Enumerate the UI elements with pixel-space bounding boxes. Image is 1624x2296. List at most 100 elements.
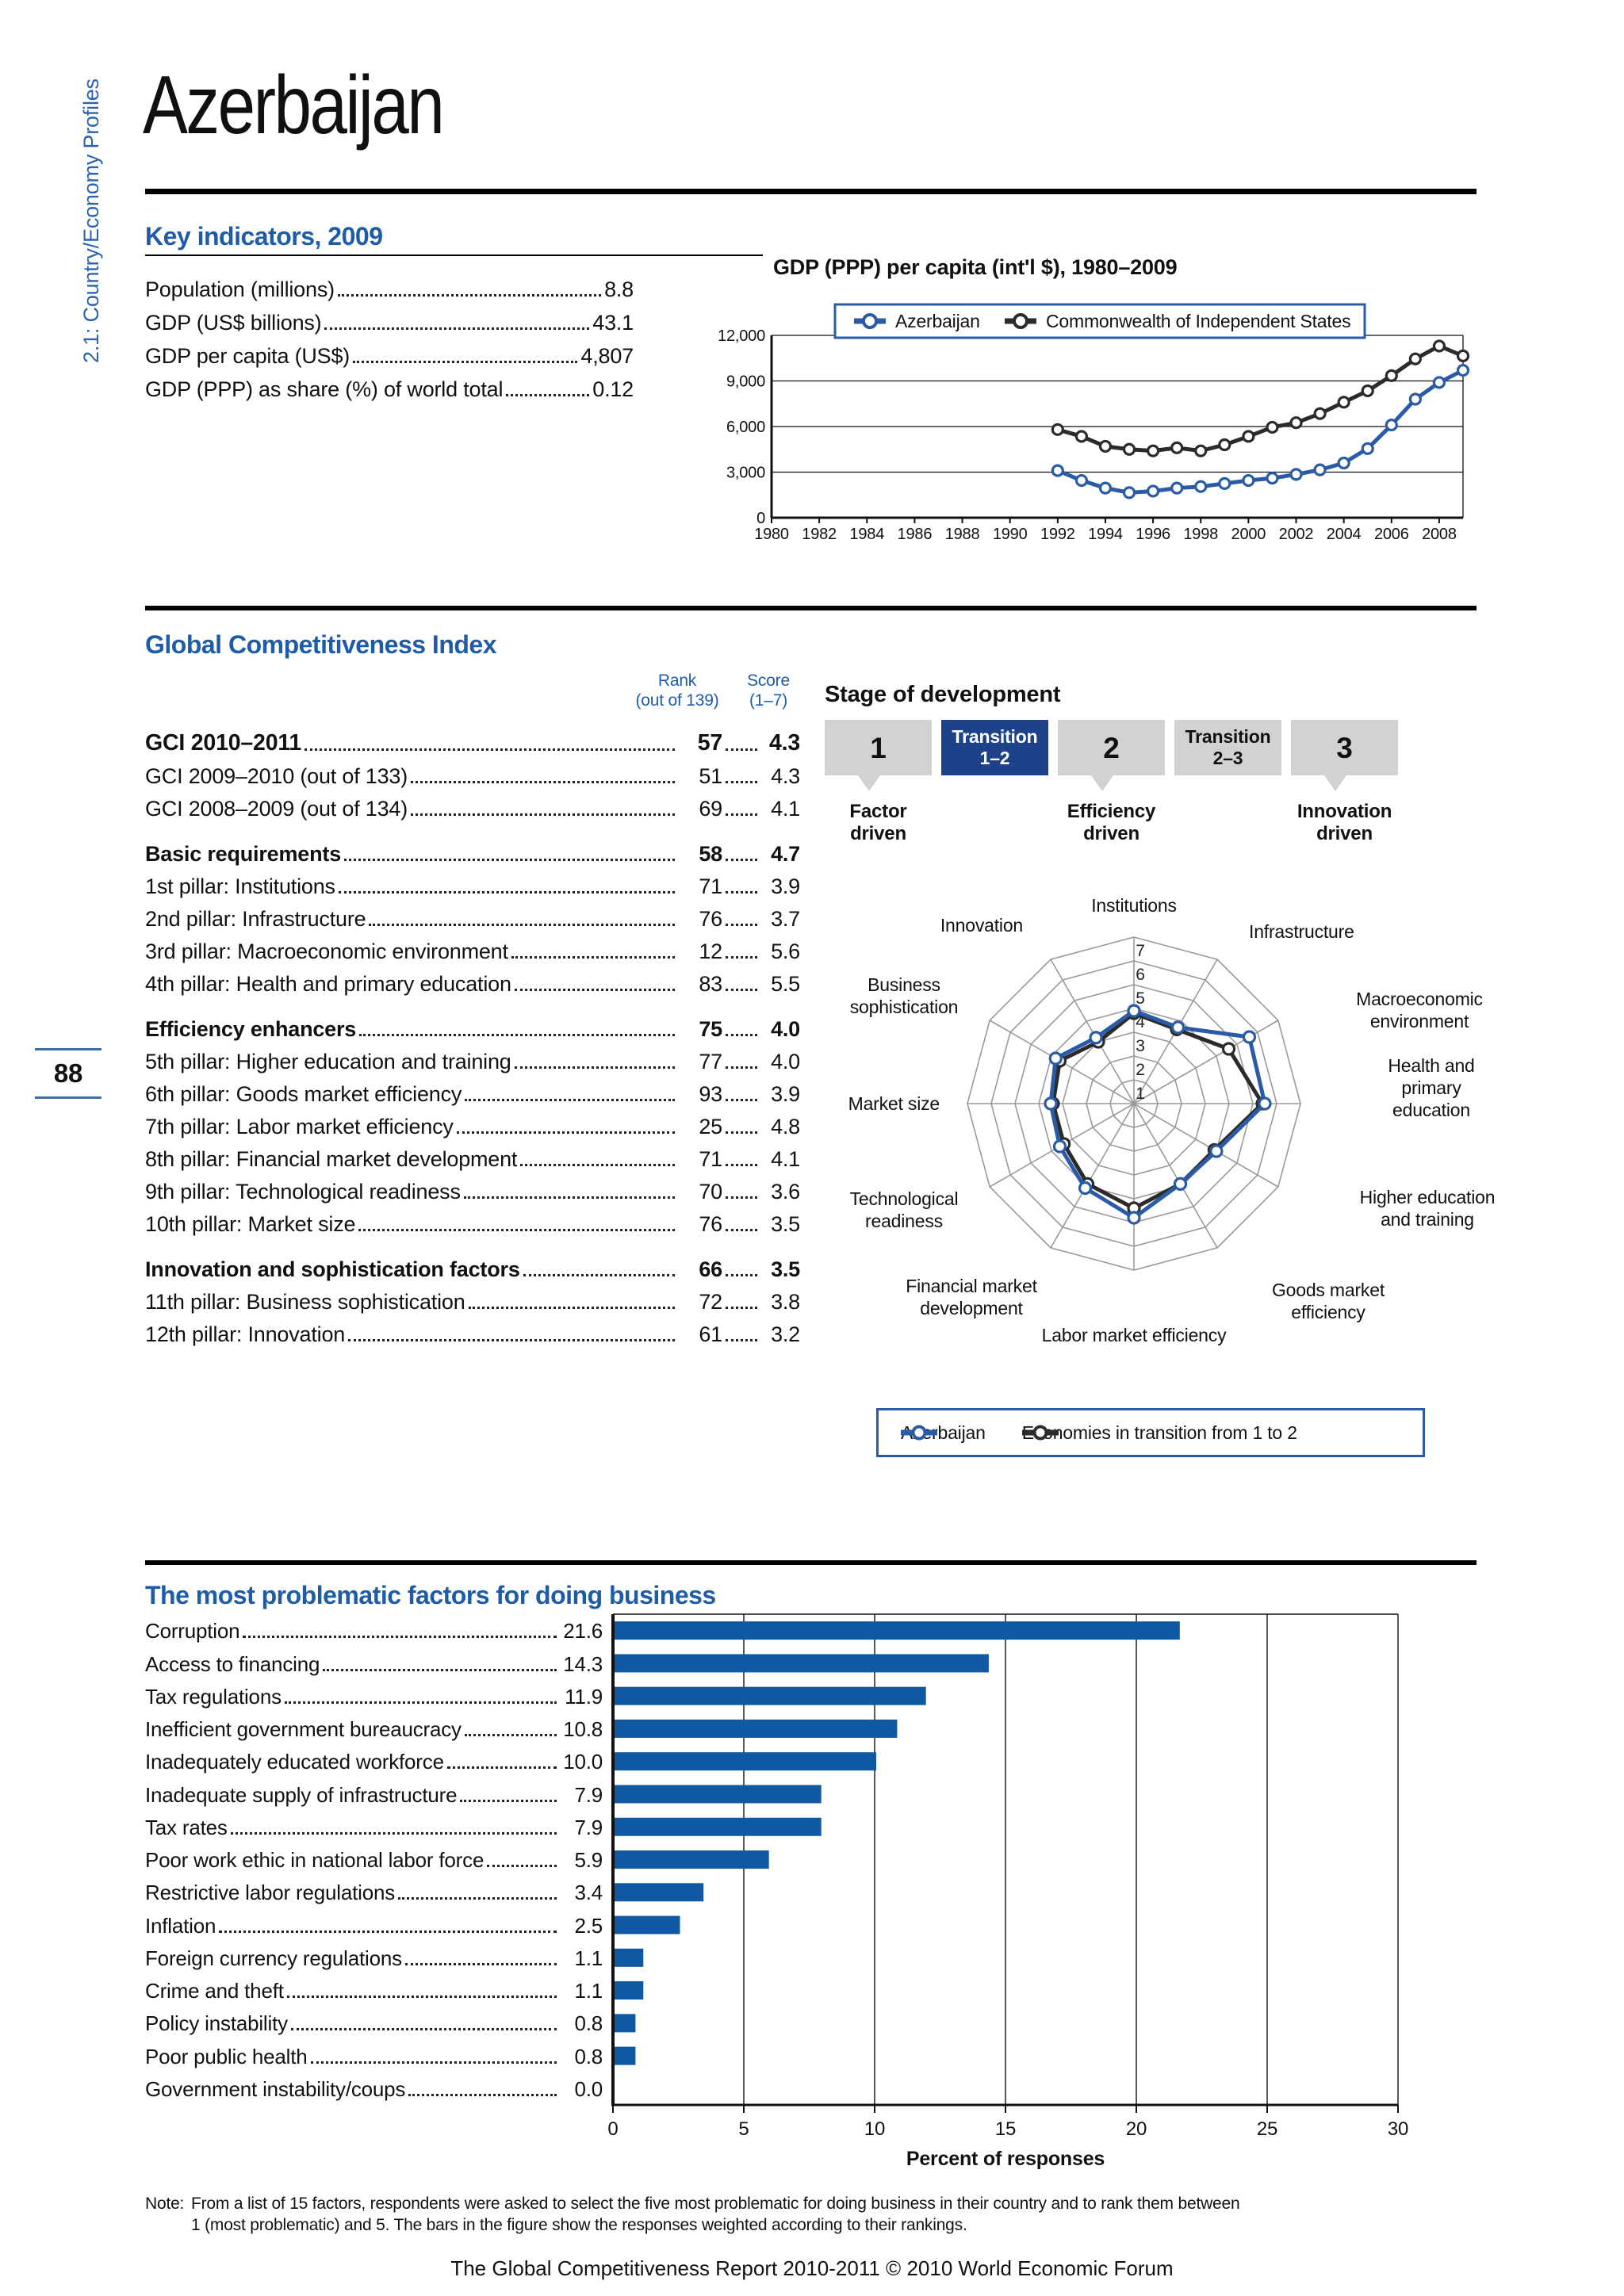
data-point bbox=[1074, 473, 1088, 488]
gci-row-label: 5th pillar: Higher education and trainin… bbox=[145, 1050, 511, 1073]
factor-row: Corruption 21.6 bbox=[145, 1614, 603, 1647]
data-point bbox=[1242, 473, 1255, 488]
divider bbox=[145, 1560, 1477, 1565]
factor-label: Access to financing bbox=[145, 1651, 320, 1676]
x-tick-label: 2000 bbox=[1231, 526, 1266, 543]
gci-row: 10th pillar: Market size 76 3.5 bbox=[145, 1204, 800, 1237]
stage-caption-line: Factor bbox=[849, 801, 907, 822]
stage-box-active: Transition 1–2 bbox=[941, 720, 1048, 775]
key-indicators-section: Key indicators, 2009 Population (million… bbox=[145, 222, 634, 402]
divider bbox=[145, 606, 1477, 610]
gci-row-label: Innovation and sophistication factors bbox=[145, 1257, 520, 1281]
radar-axis-label: Financial market development bbox=[906, 1276, 1037, 1318]
gci-row-label: GCI 2009–2010 (out of 133) bbox=[145, 764, 408, 788]
gci-row-score: 3.5 bbox=[771, 1212, 800, 1236]
key-indicator-row: GDP per capita (US$) 4,807 bbox=[145, 335, 634, 369]
stage-of-development-section: Stage of development 1 Transition 1–2 2 Tran… bbox=[825, 682, 1411, 844]
radar-axis-label: Technological readiness bbox=[850, 1188, 959, 1231]
data-point bbox=[1194, 480, 1208, 493]
dotted-leader bbox=[726, 859, 757, 861]
data-point bbox=[1170, 441, 1184, 454]
x-tick-label: 30 bbox=[1388, 2118, 1408, 2140]
x-tick-label: 1986 bbox=[898, 526, 933, 543]
gdp-chart-title: GDP (PPP) per capita (int'l $), 1980–200… bbox=[773, 255, 1178, 279]
radar-spoke bbox=[1050, 959, 1135, 1104]
dotted-leader bbox=[286, 1996, 557, 1999]
factor-row: Foreign currency regulations 1.1 bbox=[145, 1942, 603, 1974]
gci-row: GCI 2009–2010 (out of 133) 51 4.3 bbox=[145, 756, 800, 789]
factor-value: 11.9 bbox=[565, 1684, 603, 1709]
ring-label: 3 bbox=[1136, 1037, 1144, 1055]
dotted-leader bbox=[304, 748, 675, 751]
data-point bbox=[1147, 444, 1160, 457]
gci-row-label: 3rd pillar: Macroeconomic environment bbox=[145, 939, 508, 963]
dotted-leader bbox=[726, 989, 757, 991]
factor-value: 1.1 bbox=[574, 1946, 603, 1970]
gci-section: Global Competitiveness Index Rank (out o… bbox=[145, 630, 800, 1347]
stage-box-label: Transition bbox=[952, 726, 1038, 747]
stage-caption-line: Innovation bbox=[1297, 801, 1392, 822]
x-tick-label: 2006 bbox=[1374, 526, 1409, 543]
gci-row-score: 4.1 bbox=[771, 1147, 800, 1171]
factor-label: Government instability/coups bbox=[145, 2076, 406, 2101]
gci-row-score: 4.0 bbox=[771, 1050, 800, 1073]
radar-axis-label: Business sophistication bbox=[850, 974, 959, 1017]
factor-value: 14.3 bbox=[563, 1651, 603, 1676]
dotted-leader bbox=[726, 1164, 757, 1166]
factor-label: Inadequately educated workforce bbox=[145, 1750, 444, 1774]
data-point bbox=[1048, 1051, 1063, 1066]
problem-factors-heading: The most problematic factors for doing b… bbox=[145, 1581, 716, 1609]
dotted-leader bbox=[338, 891, 675, 894]
gci-row: 4th pillar: Health and primary education… bbox=[145, 964, 800, 997]
factor-row: Crime and theft 1.1 bbox=[145, 1974, 603, 2007]
data-point bbox=[1044, 1096, 1058, 1111]
gci-row-score: 3.2 bbox=[771, 1322, 800, 1346]
dotted-leader bbox=[456, 1131, 675, 1134]
radar-axis-label: Labor market efficiency bbox=[1042, 1325, 1227, 1345]
divider bbox=[145, 254, 763, 256]
factor-value: 7.9 bbox=[574, 1815, 603, 1839]
dotted-leader bbox=[726, 891, 757, 894]
data-point bbox=[1456, 349, 1470, 362]
x-tick-label: 10 bbox=[864, 2118, 885, 2140]
gci-row: 8th pillar: Financial market development… bbox=[145, 1139, 800, 1172]
key-indicators-heading: Key indicators, 2009 bbox=[145, 222, 383, 251]
dotted-leader bbox=[726, 956, 757, 959]
dotted-leader bbox=[369, 924, 675, 926]
stage-box-label: 1–2 bbox=[979, 748, 1010, 768]
factor-row: Tax regulations 11.9 bbox=[145, 1680, 603, 1712]
gdp-line-chart: GDP (PPP) per capita (int'l $), 1980–200… bbox=[718, 255, 1470, 543]
bar bbox=[615, 2014, 636, 2033]
y-tick-label: 12,000 bbox=[718, 327, 765, 345]
dotted-leader bbox=[511, 956, 675, 959]
gci-row-label: 7th pillar: Labor market efficiency bbox=[145, 1115, 454, 1138]
key-indicator-label: GDP (PPP) as share (%) of world total bbox=[145, 377, 504, 401]
legend-label: Commonwealth of Independent States bbox=[1046, 311, 1350, 331]
gci-row: 1st pillar: Institutions 71 3.9 bbox=[145, 867, 800, 899]
factor-label: Inflation bbox=[145, 1913, 216, 1938]
data-point bbox=[1170, 1020, 1185, 1035]
x-tick-label: 2008 bbox=[1422, 526, 1457, 543]
x-tick-label: 1990 bbox=[993, 526, 1028, 543]
dotted-leader bbox=[323, 1668, 557, 1671]
dotted-leader bbox=[324, 327, 590, 330]
factor-label: Inadequate supply of infrastructure bbox=[145, 1782, 458, 1807]
dotted-leader bbox=[359, 1034, 675, 1036]
data-point bbox=[1361, 442, 1374, 455]
data-point bbox=[1337, 396, 1350, 409]
stage-box-label: 2 bbox=[1103, 731, 1120, 764]
gci-row-rank: 77 bbox=[699, 1050, 722, 1073]
gci-row-rank: 69 bbox=[699, 797, 722, 821]
gci-row-label: 2nd pillar: Infrastructure bbox=[145, 907, 366, 931]
factor-value: 0.0 bbox=[574, 2076, 603, 2101]
data-point bbox=[1289, 416, 1303, 430]
data-point bbox=[1432, 339, 1446, 353]
gci-row-score: 3.7 bbox=[771, 907, 800, 931]
factor-row: Inadequate supply of infrastructure 7.9 bbox=[145, 1777, 603, 1810]
stage-caption-line: Efficiency bbox=[1067, 801, 1156, 822]
key-indicators-list: Population (millions) 8.8 GDP (US$ billion… bbox=[145, 269, 634, 402]
data-point bbox=[1098, 439, 1113, 453]
ring-label: 7 bbox=[1136, 942, 1144, 960]
data-point bbox=[1051, 423, 1064, 436]
ring-label: 6 bbox=[1136, 966, 1144, 984]
